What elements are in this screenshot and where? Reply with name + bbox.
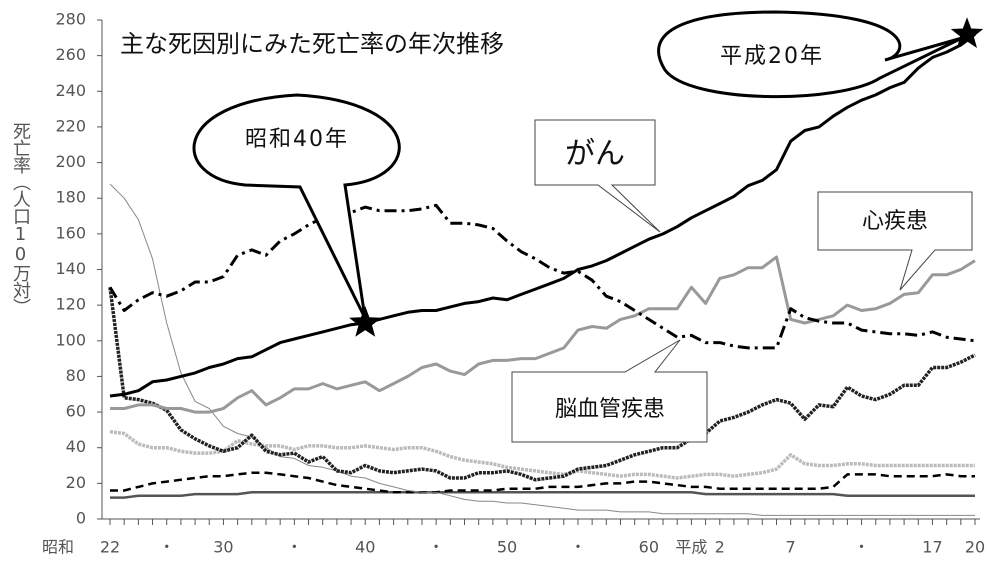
x-tick-label: ・ (159, 538, 175, 557)
y-tick-label: 0 (76, 509, 86, 528)
star-marker (950, 17, 984, 48)
x-tick-label: 17 (922, 538, 942, 557)
y-tick-label: 60 (66, 402, 86, 421)
x-tick-label: ・ (570, 538, 586, 557)
y-tick-label: 200 (55, 152, 86, 171)
y-tick-label: 240 (55, 81, 86, 100)
x-tick-label: ・ (286, 538, 302, 557)
y-tick-label: 120 (55, 295, 86, 314)
callout-box (511, 339, 708, 443)
star-marker (349, 306, 382, 337)
callout-label: がん (565, 137, 625, 172)
series-line (110, 471, 975, 494)
annotation: 昭和40年 (245, 127, 349, 152)
callout-box (817, 191, 973, 291)
speech-bubble (657, 10, 963, 99)
y-tick-label: 140 (55, 259, 86, 278)
series-line (110, 255, 976, 414)
series-line (110, 491, 975, 499)
x-tick-label: 22 (100, 538, 120, 557)
plot: 0204060801001201401601802002202402602802… (55, 10, 985, 557)
x-tick-label: 2 (715, 538, 725, 557)
y-tick-label: 160 (55, 223, 86, 242)
annotation: 平成20年 (720, 44, 824, 69)
y-tick-label: 40 (66, 437, 86, 456)
y-tick-label: 20 (66, 473, 86, 492)
series-line (109, 33, 976, 398)
x-tick-label: 平成 (675, 538, 707, 557)
x-tick-label: 60 (639, 538, 659, 557)
y-tick-label: 280 (55, 10, 86, 29)
x-tick-label: 50 (497, 538, 517, 557)
series-line (109, 429, 975, 480)
y-tick-label: 80 (66, 366, 86, 385)
chart-title: 主な死因別にみた死亡率の年次推移 (120, 30, 504, 58)
speech-bubble (192, 93, 401, 319)
series-line (108, 203, 976, 350)
y-tick-label: 220 (55, 116, 86, 135)
x-era-label: 昭和 (42, 538, 74, 557)
x-tick-label: 30 (213, 538, 233, 557)
y-axis-label: 死亡率（人口10万対） (10, 122, 31, 315)
x-tick-label: ・ (854, 538, 870, 557)
callout-label: 心疾患 (862, 209, 928, 234)
x-tick-label: 20 (965, 538, 985, 557)
x-tick-label: 7 (786, 538, 796, 557)
x-tick-label: ・ (428, 538, 444, 557)
x-tick-label: 40 (355, 538, 375, 557)
y-tick-label: 100 (55, 330, 86, 349)
callout-box (534, 119, 661, 233)
series-line (108, 287, 976, 482)
callout-label: 脳血管疾患 (555, 397, 665, 422)
y-tick-label: 260 (55, 45, 86, 64)
y-tick-label: 180 (55, 188, 86, 207)
